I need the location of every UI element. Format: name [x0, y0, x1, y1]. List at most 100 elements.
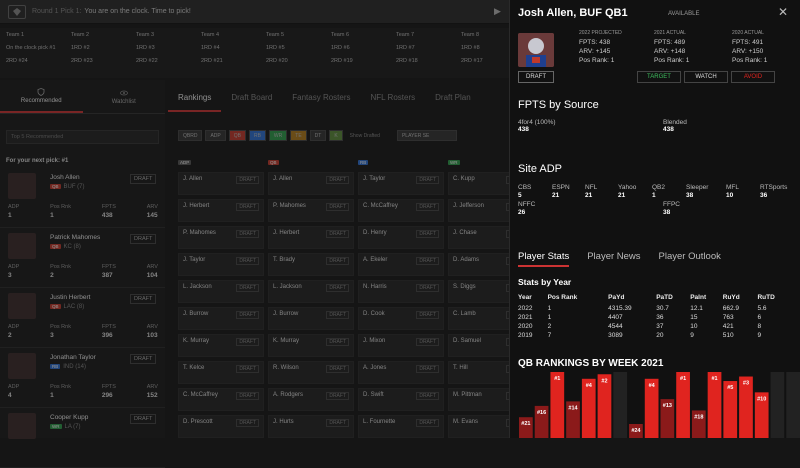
draft-button[interactable]: DRAFT	[236, 230, 259, 238]
filter-button[interactable]: WR	[268, 130, 288, 141]
ranking-cell[interactable]: D. Henry DRAFT	[358, 226, 444, 249]
draft-button[interactable]: DRAFT	[236, 203, 259, 211]
draft-button[interactable]: DRAFT	[326, 230, 349, 238]
tab-center[interactable]: Fantasy Rosters	[292, 92, 351, 102]
filter-button[interactable]: DT	[309, 130, 327, 141]
ranking-cell[interactable]: L. Fournette DRAFT	[358, 415, 444, 438]
filter-button[interactable]: QBRD	[178, 130, 203, 141]
ranking-cell[interactable]: A. Rodgers DRAFT	[268, 388, 354, 411]
draft-button[interactable]: DRAFT	[130, 414, 157, 424]
draft-button[interactable]: DRAFT	[416, 257, 439, 265]
week-bar	[691, 410, 706, 438]
draft-button[interactable]: DRAFT	[130, 294, 157, 304]
draft-button[interactable]: DRAFT	[416, 338, 439, 346]
show-drafted-toggle[interactable]: Show Drafted	[349, 132, 380, 139]
ranking-cell[interactable]: J. Herbert DRAFT	[178, 199, 264, 222]
ranking-cell[interactable]: K. Murray DRAFT	[178, 334, 264, 357]
tab-center[interactable]: NFL Rosters	[370, 92, 416, 102]
draft-button[interactable]: DRAFT	[326, 203, 349, 211]
filter-button[interactable]: K	[329, 130, 343, 141]
filter-button[interactable]: TE	[290, 130, 307, 141]
draft-button[interactable]: DRAFT	[130, 174, 157, 184]
tab-center[interactable]: Draft Board	[231, 92, 273, 102]
draft-button[interactable]: DRAFT	[416, 176, 439, 184]
ranking-cell[interactable]: J. Taylor DRAFT	[178, 253, 264, 276]
player-search-input[interactable]: PLAYER SE	[396, 130, 457, 141]
ranking-cell[interactable]: D. Prescott DRAFT	[178, 415, 264, 438]
ranking-cell[interactable]: J. Burrow DRAFT	[178, 307, 264, 330]
recommended-player-card[interactable]: Jonathan Taylor RB IND (14) DRAFT ADP 4 Pos Rn…	[0, 348, 165, 408]
ranking-cell[interactable]: D. Swift DRAFT	[358, 388, 444, 411]
draft-button[interactable]: DRAFT	[416, 230, 439, 238]
draft-button[interactable]: DRAFT	[326, 257, 349, 265]
draft-button[interactable]: DRAFT	[326, 284, 349, 292]
tab-center[interactable]: Rankings	[168, 93, 222, 112]
draft-button[interactable]: DRAFT	[326, 392, 349, 400]
filter-button[interactable]: QB	[228, 130, 246, 141]
tab-center[interactable]: Draft Plan	[435, 92, 471, 102]
ranking-cell[interactable]: A. Jones DRAFT	[358, 361, 444, 384]
draft-button[interactable]: DRAFT	[130, 234, 157, 244]
ranking-cell[interactable]: T. Kelce DRAFT	[178, 361, 264, 384]
ranking-cell[interactable]: J. Hurts DRAFT	[268, 415, 354, 438]
ranking-cell[interactable]: L. Jackson DRAFT	[268, 280, 354, 303]
draft-button[interactable]: DRAFT	[326, 176, 349, 184]
ranking-cell[interactable]: J. Mixon DRAFT	[358, 334, 444, 357]
recommended-search-input[interactable]: Top 5 Recommended	[6, 130, 159, 144]
play-icon[interactable]: ▶	[494, 6, 501, 16]
draft-button[interactable]: DRAFT	[236, 392, 259, 400]
ranking-cell[interactable]: L. Jackson DRAFT	[178, 280, 264, 303]
recommended-player-card[interactable]: Josh Allen QB BUF (7) DRAFT ADP 1 Pos Rnk 1 FPTS…	[0, 168, 165, 228]
draft-button[interactable]: DRAFT	[326, 419, 349, 427]
ranking-cell[interactable]: C. McCaffrey DRAFT	[178, 388, 264, 411]
tab-recommended[interactable]: Recommended	[0, 80, 83, 113]
ranking-cell[interactable]: J. Allen DRAFT	[178, 172, 264, 195]
ranking-cell[interactable]: J. Burrow DRAFT	[268, 307, 354, 330]
target-button[interactable]: TARGET	[637, 71, 681, 83]
ranking-cell[interactable]: K. Murray DRAFT	[268, 334, 354, 357]
ranking-cell[interactable]: N. Harris DRAFT	[358, 280, 444, 303]
draft-button[interactable]: DRAFT	[518, 71, 554, 83]
tab-player-info[interactable]: Player News	[587, 251, 641, 262]
draft-button[interactable]: DRAFT	[416, 284, 439, 292]
draft-button[interactable]: DRAFT	[326, 338, 349, 346]
draft-button[interactable]: DRAFT	[416, 419, 439, 427]
watch-button[interactable]: WATCH	[684, 71, 728, 83]
draft-button[interactable]: DRAFT	[130, 354, 157, 364]
filter-button[interactable]: ADP	[205, 130, 226, 141]
draft-button[interactable]: DRAFT	[416, 203, 439, 211]
ranking-cell[interactable]: P. Mahomes DRAFT	[268, 199, 354, 222]
recommended-player-card[interactable]: Patrick Mahomes QB KC (8) DRAFT ADP 3 Pos Rnk 2…	[0, 228, 165, 288]
draft-button[interactable]: DRAFT	[236, 284, 259, 292]
ranking-cell[interactable]: J. Allen DRAFT	[268, 172, 354, 195]
draft-button[interactable]: DRAFT	[236, 311, 259, 319]
filter-button[interactable]: RB	[248, 130, 266, 141]
tab-player-info[interactable]: Player Stats	[518, 251, 570, 267]
ranking-cell[interactable]: T. Brady DRAFT	[268, 253, 354, 276]
recommended-player-card[interactable]: Cooper Kupp WR LA (7) DRAFT	[0, 408, 165, 468]
ranking-cell[interactable]: P. Mahomes DRAFT	[178, 226, 264, 249]
tab-watchlist[interactable]: Watchlist	[83, 80, 166, 113]
draft-button[interactable]: DRAFT	[416, 365, 439, 373]
ranking-cell[interactable]: C. McCaffrey DRAFT	[358, 199, 444, 222]
close-icon[interactable]: ✕	[778, 5, 789, 19]
recommended-player-card[interactable]: Justin Herbert QB LAC (8) DRAFT ADP 2 Pos Rnk 3…	[0, 288, 165, 348]
avoid-button[interactable]: AVOID	[731, 71, 775, 83]
tab-player-info[interactable]: Player Outlook	[658, 251, 721, 262]
ranking-cell[interactable]: J. Taylor DRAFT	[358, 172, 444, 195]
draft-button[interactable]: DRAFT	[236, 338, 259, 346]
draft-button[interactable]: DRAFT	[236, 419, 259, 427]
draft-button[interactable]: DRAFT	[236, 365, 259, 373]
draft-button[interactable]: DRAFT	[416, 392, 439, 400]
app-logo-icon[interactable]	[8, 4, 26, 19]
draft-button[interactable]: DRAFT	[326, 311, 349, 319]
draft-button[interactable]: DRAFT	[326, 365, 349, 373]
ranking-cell[interactable]: D. Cook DRAFT	[358, 307, 444, 330]
draft-button[interactable]: DRAFT	[416, 311, 439, 319]
ranking-player-name: C. McCaffrey	[183, 392, 218, 398]
draft-button[interactable]: DRAFT	[236, 257, 259, 265]
ranking-cell[interactable]: J. Herbert DRAFT	[268, 226, 354, 249]
ranking-cell[interactable]: A. Ekeler DRAFT	[358, 253, 444, 276]
draft-button[interactable]: DRAFT	[236, 176, 259, 184]
ranking-cell[interactable]: R. Wilson DRAFT	[268, 361, 354, 384]
